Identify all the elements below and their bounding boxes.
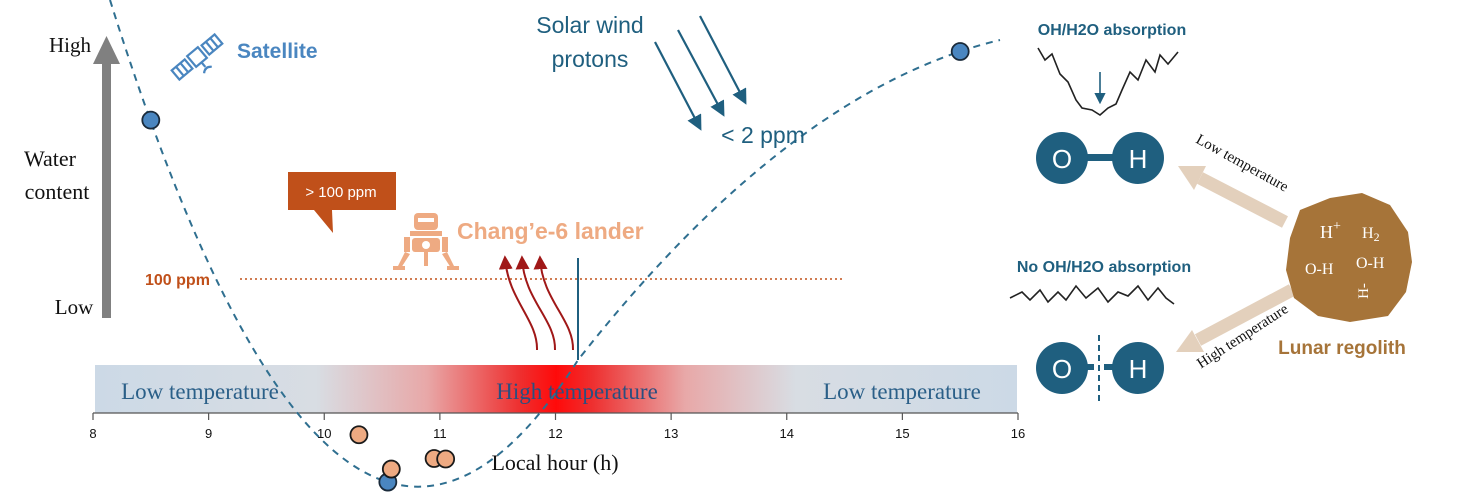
- lander-label: Chang’e-6 lander: [457, 218, 644, 244]
- right-panel: OH/H2O absorption O H No OH/H2O absorpti…: [1009, 22, 1412, 402]
- atom-h-broken: H: [1129, 354, 1148, 384]
- callout-100ppm: > 100 ppm: [288, 172, 396, 233]
- lunar-regolith: H+ H2 O-H O-H H-: [1286, 193, 1412, 322]
- no-absorption-title: No OH/H2O absorption: [1017, 259, 1191, 276]
- x-tick-label: 10: [317, 426, 331, 441]
- high-temperature-label: High temperature: [496, 379, 658, 404]
- oh-molecule-bonded: O H: [1036, 132, 1164, 184]
- lander-data-point: [381, 459, 401, 479]
- low-temperature-right-label: Low temperature: [823, 379, 981, 404]
- low-temperature-left-label: Low temperature: [121, 379, 279, 404]
- satellite-points: [141, 42, 970, 492]
- oh-molecule-broken: O H: [1036, 335, 1164, 402]
- solar-wind-label-line1: Solar wind: [536, 12, 643, 38]
- y-axis-low-label: Low: [55, 295, 94, 319]
- species-h2: H2: [1362, 225, 1380, 244]
- x-tick-label: 9: [205, 426, 212, 441]
- threshold-100ppm: 100 ppm: [145, 272, 845, 289]
- solar-wind-value: < 2 ppm: [721, 122, 805, 148]
- flat-spectrum: [1009, 284, 1175, 305]
- lander-data-point: [436, 449, 456, 469]
- x-tick-label: 16: [1011, 426, 1025, 441]
- y-axis-high-label: High: [49, 33, 92, 57]
- lander-data-point: [349, 425, 369, 445]
- x-tick-label: 11: [433, 426, 447, 441]
- x-axis-title: Local hour (h): [491, 450, 618, 475]
- absorption-spectrum: [1037, 47, 1179, 116]
- solar-wind-arrow-3: [699, 15, 747, 105]
- solar-wind-label-line2: protons: [552, 46, 629, 72]
- heat-release-arrows: [498, 255, 575, 351]
- x-tick-label: 8: [89, 426, 96, 441]
- y-axis-title-line2: content: [25, 179, 90, 204]
- temperature-gradient-bar: [95, 365, 1017, 413]
- satellite-data-point: [141, 110, 161, 130]
- atom-o-bonded: O: [1052, 144, 1072, 174]
- x-axis: 8 9 10 11 12 13 14 15 16 Local hour (h): [89, 412, 1025, 475]
- x-tick-label: 15: [895, 426, 909, 441]
- callout-text: > 100 ppm: [305, 184, 376, 201]
- regolith-label: Lunar regolith: [1278, 338, 1406, 359]
- solar-wind-arrow-2: [677, 29, 725, 117]
- y-axis-shaft: [102, 62, 111, 318]
- high-temp-arrow: High temperature: [1176, 284, 1296, 372]
- satellite-icon: [170, 32, 224, 82]
- x-axis-ticks: 8 9 10 11 12 13 14 15 16: [89, 413, 1025, 441]
- heat-arrow-2: [515, 255, 557, 351]
- atom-o-broken: O: [1052, 354, 1072, 384]
- threshold-label: 100 ppm: [145, 272, 210, 289]
- heat-arrow-3: [533, 255, 575, 351]
- oh-absorption-title: OH/H2O absorption: [1038, 22, 1186, 39]
- species-h-vertical: H-: [1356, 283, 1372, 299]
- x-tick-label: 13: [664, 426, 678, 441]
- y-axis-arrowhead: [93, 36, 120, 64]
- water-content-curve: [109, 0, 1001, 488]
- lander-icon: [393, 213, 459, 270]
- solar-wind: Solar wind protons < 2 ppm: [536, 12, 805, 148]
- lander-points: [349, 425, 456, 479]
- temperature-band: Low temperature High temperature Low tem…: [95, 365, 1017, 413]
- x-tick-label: 14: [780, 426, 794, 441]
- regolith-blob: [1286, 193, 1412, 322]
- solar-wind-arrow-1: [654, 41, 702, 131]
- y-axis: High Low Water content: [24, 33, 120, 319]
- species-oh-2: O-H: [1356, 255, 1385, 272]
- x-tick-label: 12: [548, 426, 562, 441]
- species-h-plus: H+: [1320, 219, 1341, 242]
- satellite-data-point: [950, 42, 970, 61]
- heat-arrow-1: [498, 255, 539, 351]
- atom-h-bonded: H: [1129, 144, 1148, 174]
- y-axis-title-line1: Water: [24, 146, 77, 171]
- satellite-label: Satellite: [237, 40, 318, 63]
- species-oh-1: O-H: [1305, 261, 1334, 278]
- low-temp-arrow: Low temperature: [1178, 132, 1291, 228]
